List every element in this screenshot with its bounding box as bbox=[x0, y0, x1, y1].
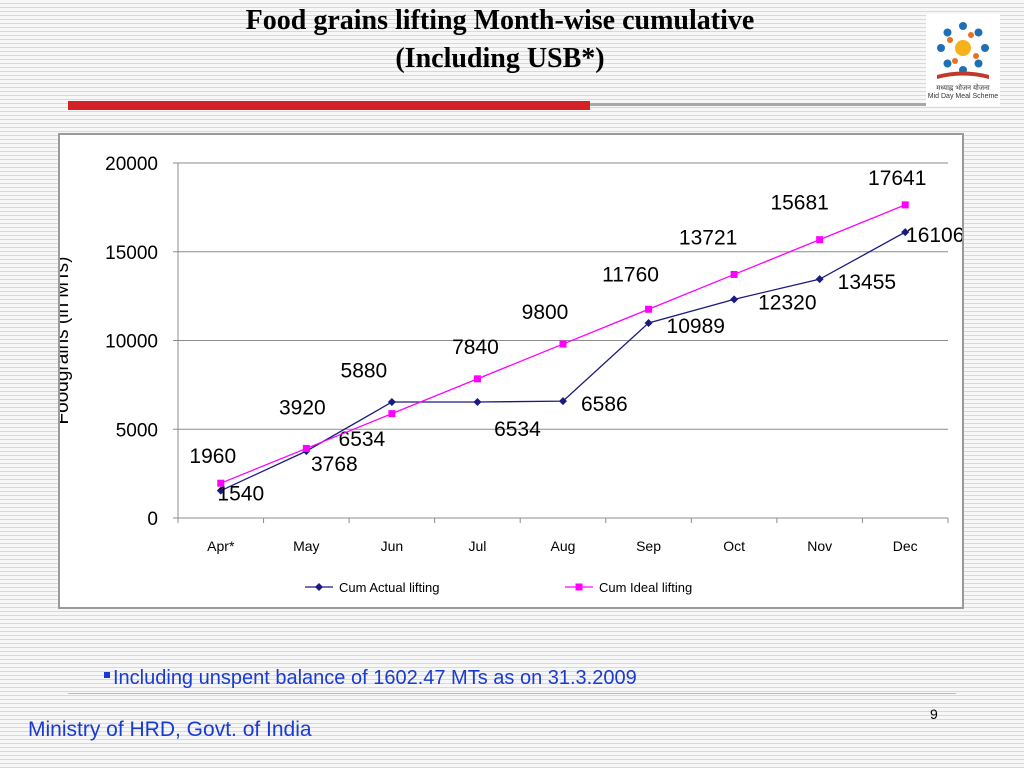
data-point bbox=[901, 201, 909, 209]
legend-label: Cum Actual lifting bbox=[339, 580, 439, 595]
data-point bbox=[216, 486, 225, 495]
data-point bbox=[217, 479, 225, 487]
x-tick-label: Nov bbox=[807, 538, 832, 554]
footer-rule bbox=[68, 693, 956, 694]
x-tick-label: Jul bbox=[468, 538, 486, 554]
data-point bbox=[388, 410, 396, 418]
data-label: 6534 bbox=[339, 428, 386, 451]
y-tick-label: 20000 bbox=[105, 154, 158, 175]
title-line-1: Food grains lifting Month-wise cumulativ… bbox=[245, 5, 755, 36]
data-point bbox=[559, 340, 567, 348]
chart-container: 0 5000 10000 15000 20000 Apr* May Jun Jul Aug Sep O… bbox=[58, 133, 964, 609]
title-rule-grey bbox=[590, 103, 930, 106]
data-point bbox=[901, 228, 910, 237]
x-tick-label: Dec bbox=[893, 538, 918, 554]
data-label: 17641 bbox=[868, 167, 926, 190]
x-tick-label: Aug bbox=[551, 538, 576, 554]
legend-label: Cum Ideal lifting bbox=[599, 580, 692, 595]
data-label: 15681 bbox=[770, 192, 828, 215]
data-label: 3768 bbox=[311, 453, 358, 476]
x-tick-label: Jun bbox=[381, 538, 404, 554]
data-label: 13455 bbox=[838, 271, 896, 294]
y-axis-title: Foodgrains (in MTs) bbox=[60, 257, 73, 425]
mid-day-meal-logo: मध्याह्न भोजन योजना Mid Day Meal Scheme bbox=[926, 14, 1000, 106]
y-tick-label: 15000 bbox=[105, 243, 158, 264]
x-tick-label: Apr* bbox=[207, 538, 235, 554]
logo-caption-hindi: मध्याह्न भोजन योजना bbox=[936, 85, 990, 92]
series-line bbox=[220, 231, 906, 492]
y-tick-label: 0 bbox=[147, 509, 158, 530]
data-label: 1540 bbox=[217, 483, 264, 506]
data-label: 6586 bbox=[581, 393, 628, 416]
line-chart: 0 5000 10000 15000 20000 Apr* May Jun Jul Aug Sep O… bbox=[60, 154, 962, 595]
data-label: 6534 bbox=[494, 418, 541, 441]
data-label: 1960 bbox=[189, 445, 236, 468]
data-label: 16106 bbox=[906, 224, 962, 247]
page-number: 9 bbox=[930, 706, 938, 722]
title-rule-red bbox=[68, 101, 590, 110]
x-tick-label: Oct bbox=[723, 538, 745, 554]
title-line-2: (Including USB*) bbox=[395, 43, 605, 74]
data-label: 12320 bbox=[758, 291, 816, 314]
data-label: 10989 bbox=[667, 315, 725, 338]
x-tick-label: Sep bbox=[636, 538, 661, 554]
data-point bbox=[645, 305, 653, 313]
data-label: 7840 bbox=[452, 336, 499, 359]
y-tick-label: 5000 bbox=[116, 420, 158, 441]
data-point bbox=[815, 275, 824, 284]
legend-marker bbox=[575, 583, 583, 591]
data-point bbox=[473, 375, 481, 383]
data-point bbox=[730, 270, 738, 278]
slide-title: Food grains lifting Month-wise cumulativ… bbox=[0, 2, 1000, 78]
footer-ministry: Ministry of HRD, Govt. of India bbox=[28, 718, 312, 741]
logo-caption-english: Mid Day Meal Scheme bbox=[927, 93, 999, 100]
data-point bbox=[387, 398, 396, 407]
data-label: 9800 bbox=[522, 301, 569, 324]
y-tick-label: 10000 bbox=[105, 332, 158, 353]
data-label: 13721 bbox=[679, 226, 737, 249]
data-label: 3920 bbox=[279, 396, 326, 419]
footnote: Including unspent balance of 1602.47 MTs… bbox=[104, 667, 637, 690]
x-tick-label: May bbox=[293, 538, 319, 554]
data-point bbox=[473, 398, 482, 407]
data-point bbox=[644, 318, 653, 327]
legend-marker bbox=[315, 583, 323, 591]
data-point bbox=[816, 236, 824, 244]
data-point bbox=[730, 295, 739, 304]
bullet-icon bbox=[104, 671, 110, 678]
data-label: 5880 bbox=[341, 360, 388, 383]
data-point bbox=[302, 444, 310, 452]
footnote-text: Including unspent balance of 1602.47 MTs… bbox=[113, 667, 637, 689]
logo-emblem-icon bbox=[937, 22, 989, 79]
data-point bbox=[559, 397, 567, 406]
data-label: 11760 bbox=[602, 263, 659, 286]
